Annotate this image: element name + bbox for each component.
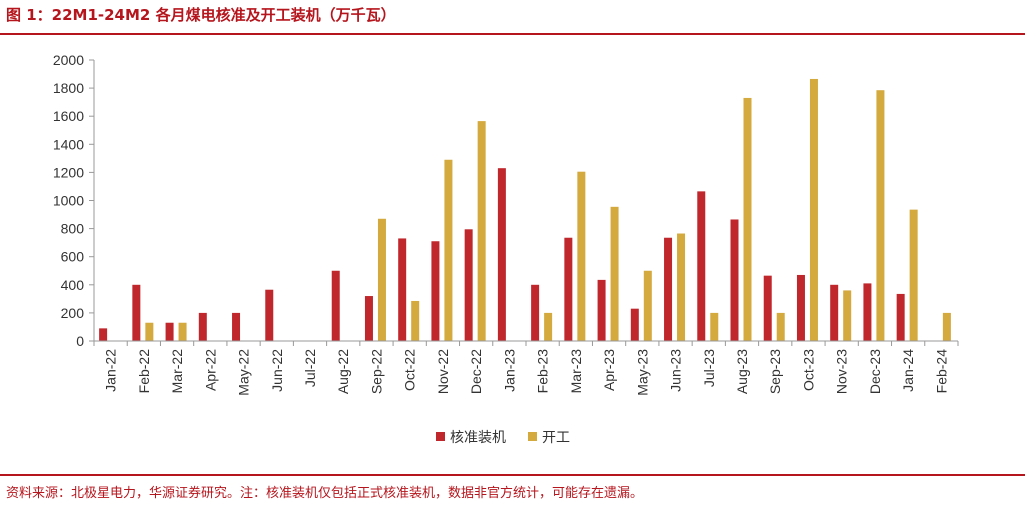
bar bbox=[444, 159, 453, 341]
y-tick-label: 1200 bbox=[53, 164, 84, 180]
legend-swatch bbox=[436, 432, 445, 441]
bar bbox=[431, 241, 440, 341]
bar bbox=[132, 284, 141, 341]
title-rule bbox=[0, 33, 1025, 35]
y-tick-label: 1000 bbox=[53, 193, 84, 209]
y-tick-label: 800 bbox=[61, 221, 85, 237]
bar bbox=[497, 168, 506, 341]
bar bbox=[531, 284, 540, 341]
y-tick-label: 600 bbox=[61, 249, 85, 265]
y-tick-label: 1600 bbox=[53, 108, 84, 124]
bar bbox=[610, 206, 619, 341]
bar bbox=[843, 290, 852, 341]
x-tick-label: Dec-23 bbox=[867, 349, 883, 394]
x-tick-label: Jul-22 bbox=[302, 349, 318, 387]
bar bbox=[830, 284, 839, 341]
x-tick-label: Jan-23 bbox=[501, 349, 517, 392]
bar bbox=[398, 238, 407, 341]
y-tick-label: 1400 bbox=[53, 136, 84, 152]
x-tick-label: Apr-22 bbox=[202, 349, 218, 391]
x-tick-label: Jul-23 bbox=[701, 349, 717, 387]
bar bbox=[743, 97, 752, 341]
x-tick-label: May-23 bbox=[634, 349, 650, 396]
bar bbox=[597, 279, 606, 341]
x-tick-label: Oct-22 bbox=[402, 349, 418, 391]
bar bbox=[730, 219, 739, 341]
bar bbox=[232, 312, 241, 341]
bar bbox=[577, 171, 586, 341]
x-tick-label: Sep-22 bbox=[368, 349, 384, 394]
y-tick-label: 1800 bbox=[53, 80, 84, 96]
bar bbox=[942, 312, 951, 341]
bar bbox=[377, 218, 386, 341]
bar bbox=[697, 191, 706, 341]
x-tick-label: Mar-23 bbox=[568, 349, 584, 394]
legend-swatch bbox=[528, 432, 537, 441]
bar bbox=[896, 293, 905, 341]
bar bbox=[796, 274, 805, 341]
x-tick-label: Feb-24 bbox=[933, 349, 949, 394]
y-tick-label: 0 bbox=[76, 333, 84, 349]
series-1 bbox=[145, 78, 951, 342]
x-tick-label: Nov-22 bbox=[435, 349, 451, 394]
legend-label: 开工 bbox=[542, 430, 570, 446]
bar bbox=[664, 237, 673, 341]
bar bbox=[809, 78, 818, 341]
legend-label: 核准装机 bbox=[450, 430, 506, 446]
x-tick-label: Dec-22 bbox=[468, 349, 484, 394]
bar bbox=[331, 270, 340, 341]
bar bbox=[763, 275, 772, 341]
bar bbox=[364, 296, 373, 341]
x-tick-label: Sep-23 bbox=[767, 349, 783, 394]
bar bbox=[630, 308, 639, 341]
y-tick-label: 2000 bbox=[53, 52, 84, 68]
bar bbox=[776, 312, 785, 341]
x-tick-label: Jun-22 bbox=[269, 349, 285, 392]
bar bbox=[710, 312, 719, 341]
x-tick-label: Jun-23 bbox=[668, 349, 684, 392]
bar bbox=[909, 209, 918, 341]
chart: 0 200 400 600 800 1000 1200 1400 1600 1800 2000 Ja… bbox=[53, 52, 959, 446]
bars bbox=[99, 78, 951, 342]
x-axis: Jan-22 Feb-22 Mar-22 Apr-22 May-22 Jun-22 Jul-… bbox=[93, 340, 959, 396]
x-tick-label: Oct-23 bbox=[800, 349, 816, 391]
y-tick-label: 400 bbox=[61, 277, 85, 293]
source-note: 资料来源：北极星电力，华源证券研究。注：核准装机仅包括正式核准装机，数据非官方统… bbox=[6, 486, 644, 501]
x-tick-label: May-22 bbox=[236, 349, 252, 396]
x-tick-label: Aug-22 bbox=[335, 349, 351, 394]
bar bbox=[265, 289, 274, 341]
x-tick-label: Apr-23 bbox=[601, 349, 617, 391]
bar bbox=[411, 300, 420, 341]
bar bbox=[198, 312, 207, 341]
figure-title: 图 1：22M1-24M2 各月煤电核准及开工装机（万千瓦） bbox=[6, 6, 396, 24]
x-tick-label: Mar-22 bbox=[169, 349, 185, 394]
bar bbox=[544, 312, 553, 341]
bar bbox=[145, 322, 154, 341]
x-tick-label: Feb-23 bbox=[535, 349, 551, 394]
bar bbox=[178, 322, 187, 341]
x-tick-label: Jan-22 bbox=[103, 349, 119, 392]
legend: 核准装机 开工 bbox=[436, 430, 570, 446]
bar bbox=[863, 283, 872, 341]
bar bbox=[477, 121, 486, 342]
x-tick-label: Jan-24 bbox=[900, 349, 916, 392]
bar bbox=[876, 90, 885, 342]
bar bbox=[643, 270, 652, 341]
series-0 bbox=[99, 168, 905, 341]
x-tick-label: Aug-23 bbox=[734, 349, 750, 394]
x-tick-label: Feb-22 bbox=[136, 349, 152, 394]
bar bbox=[677, 233, 686, 341]
bar bbox=[99, 328, 108, 341]
y-tick-label: 200 bbox=[61, 305, 85, 321]
bar bbox=[464, 229, 473, 341]
bar bbox=[165, 322, 174, 341]
source-rule bbox=[0, 474, 1025, 476]
bar bbox=[564, 237, 573, 341]
y-axis: 0 200 400 600 800 1000 1200 1400 1600 1800 2000 bbox=[53, 52, 95, 349]
x-tick-label: Nov-23 bbox=[834, 349, 850, 394]
